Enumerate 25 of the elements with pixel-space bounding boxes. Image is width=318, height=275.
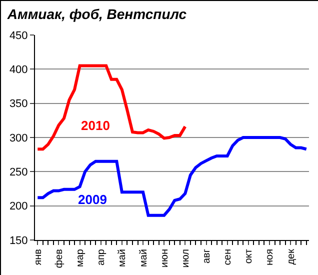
x-tick-label: май: [138, 249, 150, 268]
chart-title: Аммиак, фоб, Вентспилс: [6, 6, 187, 22]
x-tick-label: май: [117, 249, 128, 268]
y-tick-label: 350: [9, 98, 28, 110]
x-tick-label: янв: [32, 249, 44, 266]
y-tick-label: 250: [9, 166, 28, 179]
x-tick-label: мар: [75, 248, 86, 267]
x-tick-label: июл: [180, 248, 192, 268]
x-tick-label: авг: [202, 248, 212, 264]
y-tick-label: 400: [9, 64, 28, 76]
x-tick-label: июн: [159, 249, 170, 268]
line-series: [36, 136, 308, 217]
line-series: [36, 64, 187, 151]
series-label: 2010: [81, 118, 110, 133]
x-tick-label: окт: [244, 248, 255, 264]
y-tick-label: 150: [9, 234, 28, 247]
x-tick-label: апр: [96, 248, 108, 266]
x-tick-label: ноя: [264, 249, 276, 266]
x-tick-label: фев: [54, 249, 65, 268]
series-label: 2009: [78, 192, 107, 207]
y-tick-label: 450: [9, 30, 28, 42]
x-tick-label: дек: [286, 248, 297, 265]
x-tick-label: сен: [222, 249, 234, 266]
y-tick-label: 300: [9, 132, 28, 144]
y-tick-label: 200: [9, 200, 28, 213]
